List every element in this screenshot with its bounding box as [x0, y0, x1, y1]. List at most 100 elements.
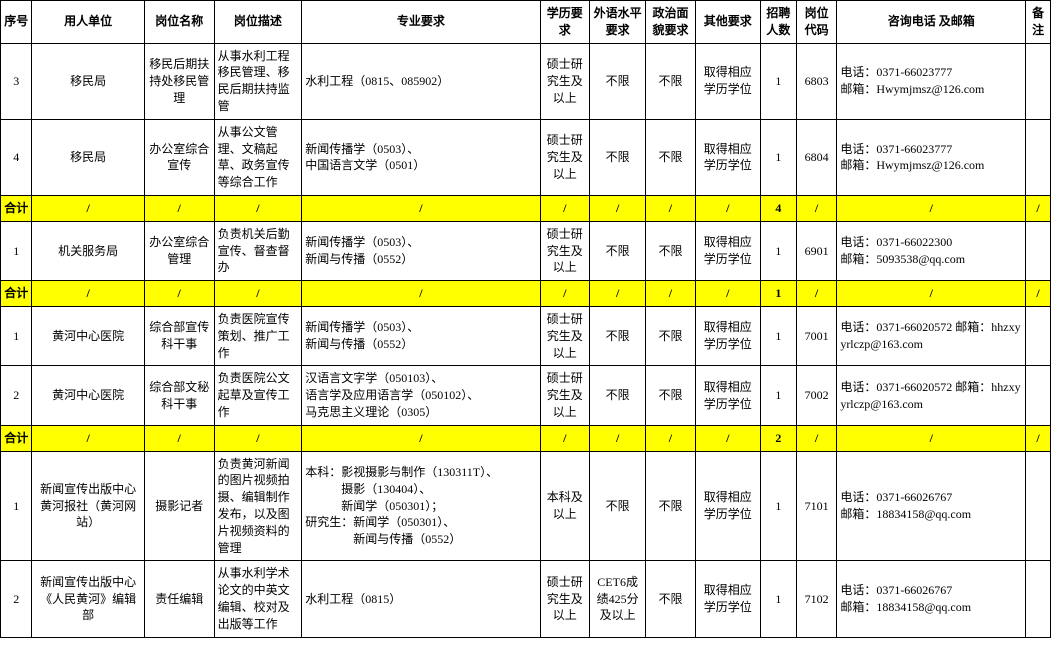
- cell-political: 不限: [646, 366, 695, 425]
- table-row: 1黄河中心医院综合部宣传科干事负责医院宣传策划、推广工作新闻传播学（0503）、…: [1, 306, 1051, 365]
- slash: /: [1026, 425, 1051, 451]
- header-education: 学历要求: [540, 1, 589, 44]
- cell-contact: 电话：0371-66026767邮箱：18834158@qq.com: [837, 451, 1026, 561]
- cell-code: 7001: [796, 306, 836, 365]
- cell-contact: 电话：0371-66022300邮箱：5093538@qq.com: [837, 221, 1026, 280]
- cell-seq: 1: [1, 306, 32, 365]
- slash: /: [302, 195, 540, 221]
- slash: /: [540, 195, 589, 221]
- header-code: 岗位代码: [796, 1, 836, 44]
- cell-contact: 电话：0371-66023777邮箱：Hwymjmsz@126.com: [837, 119, 1026, 195]
- slash: /: [695, 281, 760, 307]
- slash: /: [837, 281, 1026, 307]
- slash: /: [540, 425, 589, 451]
- table-row: 2新闻宣传出版中心《人民黄河》编辑部责任编辑从事水利学术论文的中英文编辑、校对及…: [1, 561, 1051, 637]
- cell-political: 不限: [646, 561, 695, 637]
- cell-position-name: 办公室综合管理: [144, 221, 214, 280]
- cell-note: [1026, 306, 1051, 365]
- table-row: 1机关服务局办公室综合管理负责机关后勤宣传、督查督办新闻传播学（0503）、新闻…: [1, 221, 1051, 280]
- cell-education: 硕士研究生及以上: [540, 119, 589, 195]
- slash: /: [646, 281, 695, 307]
- recruitment-table: 序号 用人单位 岗位名称 岗位描述 专业要求 学历要求 外语水平要求 政治面貌要…: [0, 0, 1051, 638]
- slash: /: [796, 195, 836, 221]
- slash: /: [32, 425, 144, 451]
- cell-note: [1026, 43, 1051, 119]
- cell-employer: 机关服务局: [32, 221, 144, 280]
- cell-position-desc: 负责黄河新闻的图片视频拍摄、编辑制作发布，以及图片视频资料的管理: [214, 451, 302, 561]
- cell-major: 新闻传播学（0503）、中国语言文学（0501）: [302, 119, 540, 195]
- cell-major: 本科：影视摄影与制作（130311T）、 摄影（130404）、 新闻学（050…: [302, 451, 540, 561]
- cell-other: 取得相应学历学位: [695, 119, 760, 195]
- slash: /: [695, 195, 760, 221]
- cell-employer: 黄河中心医院: [32, 306, 144, 365]
- cell-contact: 电话：0371-66020572 邮箱：hhzxyyrlczp@163.com: [837, 366, 1026, 425]
- header-contact: 咨询电话 及邮箱: [837, 1, 1026, 44]
- cell-position-desc: 负责机关后勤宣传、督查督办: [214, 221, 302, 280]
- slash: /: [646, 425, 695, 451]
- cell-education: 硕士研究生及以上: [540, 221, 589, 280]
- cell-employer: 移民局: [32, 43, 144, 119]
- slash: /: [32, 195, 144, 221]
- cell-education: 本科及以上: [540, 451, 589, 561]
- subtotal-row: 合计////////4///: [1, 195, 1051, 221]
- cell-language: 不限: [590, 221, 646, 280]
- cell-position-desc: 从事公文管理、文稿起草、政务宣传等综合工作: [214, 119, 302, 195]
- cell-employer: 新闻宣传出版中心黄河报社（黄河网站）: [32, 451, 144, 561]
- cell-other: 取得相应学历学位: [695, 43, 760, 119]
- cell-contact: 电话：0371-66023777邮箱：Hwymjmsz@126.com: [837, 43, 1026, 119]
- cell-position-desc: 负责医院宣传策划、推广工作: [214, 306, 302, 365]
- slash: /: [214, 195, 302, 221]
- cell-count: 1: [760, 561, 796, 637]
- cell-major: 新闻传播学（0503）、新闻与传播（0552）: [302, 306, 540, 365]
- cell-count: 1: [760, 43, 796, 119]
- slash: /: [646, 195, 695, 221]
- slash: /: [837, 195, 1026, 221]
- subtotal-count: 1: [760, 281, 796, 307]
- table-row: 1新闻宣传出版中心黄河报社（黄河网站）摄影记者负责黄河新闻的图片视频拍摄、编辑制…: [1, 451, 1051, 561]
- cell-other: 取得相应学历学位: [695, 366, 760, 425]
- slash: /: [1026, 195, 1051, 221]
- subtotal-row: 合计////////1///: [1, 281, 1051, 307]
- cell-position-desc: 从事水利工程移民管理、移民后期扶持监管: [214, 43, 302, 119]
- cell-contact: 电话：0371-66026767邮箱：18834158@qq.com: [837, 561, 1026, 637]
- cell-seq: 1: [1, 451, 32, 561]
- cell-count: 1: [760, 366, 796, 425]
- slash: /: [590, 195, 646, 221]
- cell-contact: 电话：0371-66020572 邮箱：hhzxyyrlczp@163.com: [837, 306, 1026, 365]
- subtotal-label: 合计: [1, 195, 32, 221]
- header-other: 其他要求: [695, 1, 760, 44]
- header-major: 专业要求: [302, 1, 540, 44]
- cell-employer: 移民局: [32, 119, 144, 195]
- slash: /: [796, 425, 836, 451]
- cell-political: 不限: [646, 43, 695, 119]
- subtotal-row: 合计////////2///: [1, 425, 1051, 451]
- subtotal-count: 4: [760, 195, 796, 221]
- header-employer: 用人单位: [32, 1, 144, 44]
- cell-language: 不限: [590, 451, 646, 561]
- header-language: 外语水平要求: [590, 1, 646, 44]
- cell-language: 不限: [590, 366, 646, 425]
- cell-education: 硕士研究生及以上: [540, 306, 589, 365]
- cell-code: 6803: [796, 43, 836, 119]
- cell-note: [1026, 561, 1051, 637]
- slash: /: [590, 425, 646, 451]
- slash: /: [796, 281, 836, 307]
- table-body: 3移民局移民后期扶持处移民管理从事水利工程移民管理、移民后期扶持监管水利工程（0…: [1, 43, 1051, 637]
- cell-major: 新闻传播学（0503）、新闻与传播（0552）: [302, 221, 540, 280]
- subtotal-label: 合计: [1, 425, 32, 451]
- cell-other: 取得相应学历学位: [695, 221, 760, 280]
- slash: /: [144, 281, 214, 307]
- cell-position-desc: 负责医院公文起草及宣传工作: [214, 366, 302, 425]
- cell-position-desc: 从事水利学术论文的中英文编辑、校对及出版等工作: [214, 561, 302, 637]
- slash: /: [214, 425, 302, 451]
- cell-position-name: 责任编辑: [144, 561, 214, 637]
- cell-position-name: 综合部文秘科干事: [144, 366, 214, 425]
- header-position-name: 岗位名称: [144, 1, 214, 44]
- cell-note: [1026, 366, 1051, 425]
- slash: /: [1026, 281, 1051, 307]
- cell-other: 取得相应学历学位: [695, 451, 760, 561]
- slash: /: [837, 425, 1026, 451]
- cell-count: 1: [760, 306, 796, 365]
- cell-political: 不限: [646, 119, 695, 195]
- cell-education: 硕士研究生及以上: [540, 366, 589, 425]
